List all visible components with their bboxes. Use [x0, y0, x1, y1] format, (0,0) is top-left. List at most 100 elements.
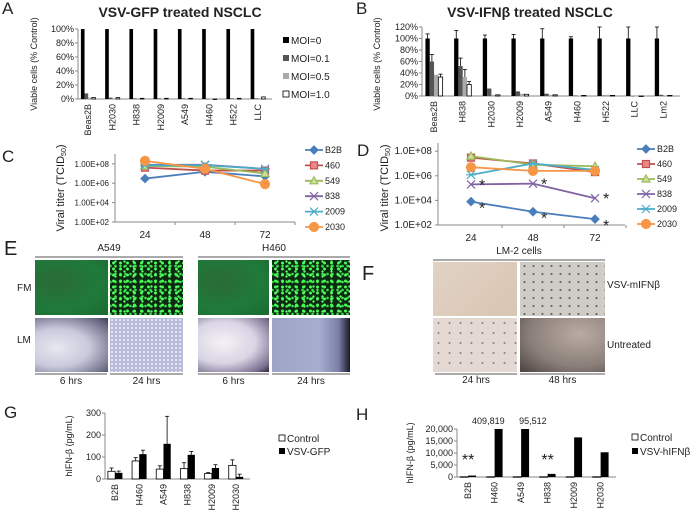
group-label-a549: A549 [97, 243, 121, 254]
y-axis-label-part: 50 [61, 148, 68, 156]
legend-swatch [278, 434, 286, 442]
bar [133, 98, 137, 99]
bar [654, 38, 660, 96]
panel-label-a: A [2, 0, 14, 18]
x-tick-label: 72 [589, 233, 601, 244]
data-point [309, 161, 319, 170]
data-point [641, 189, 651, 199]
bar [521, 429, 530, 477]
legend-swatch [632, 448, 638, 454]
data-point [640, 173, 652, 183]
x-tick-label: H838 [183, 484, 193, 506]
bar [131, 460, 140, 480]
y-tick-label: 100% [51, 24, 74, 34]
significance-mark: * [541, 211, 547, 228]
bar [574, 437, 583, 477]
time-label: 24 hrs [297, 376, 325, 387]
data-point [465, 162, 477, 173]
time-label: 24 hrs [462, 375, 490, 386]
bar [257, 98, 262, 99]
x-tick-label: H2009 [569, 482, 579, 509]
bar [454, 38, 459, 96]
group-divider [35, 256, 183, 258]
micrograph-a549-lm-24h [110, 318, 183, 372]
significance-mark: ** [541, 452, 553, 469]
y-tick-label: 0% [405, 91, 418, 101]
bar [577, 95, 582, 96]
row-label-lm: LM [17, 335, 31, 346]
bar-chart-h: hIFN-β (pg/mL) 0 5,000 10,000 15,000 20,000 B2… [405, 416, 690, 509]
panel-f-title: LM-2 cells [496, 246, 542, 257]
micrograph-lm2-treated-48h [520, 262, 605, 316]
bar [565, 476, 575, 478]
x-tick-label: A549 [158, 484, 168, 505]
bar [235, 476, 244, 479]
series-line [470, 182, 596, 200]
x-tick-label: A549 [516, 482, 526, 503]
y-tick-label: 1.00E+06 [75, 179, 110, 188]
x-tick-label: H838 [458, 101, 468, 123]
x-tick-label: H2030 [486, 101, 496, 128]
series-B2B: * * * [466, 196, 609, 235]
y-tick-label: 40% [56, 66, 74, 76]
bar [425, 38, 430, 96]
x-tick-label: Beas2B [429, 101, 439, 133]
legend-label: MOI=0.1 [291, 54, 330, 65]
y-tick-label: 1.00E+02 [75, 218, 110, 227]
bar [540, 38, 545, 96]
x-tick-label: H2009 [207, 484, 217, 511]
y-tick-label: 0% [61, 94, 74, 104]
x-tick-label: H838 [543, 482, 553, 504]
x-tick-label: H522 [229, 104, 239, 126]
data-point [260, 164, 270, 174]
x-tick-label: Lm2 [658, 101, 668, 119]
bar [230, 98, 234, 99]
bar [80, 29, 85, 99]
y-axis-label-part: 50 [385, 148, 392, 156]
x-tick-label: H460 [134, 484, 144, 506]
bar [667, 95, 673, 97]
y-tick-label: 1.0E+08 [394, 146, 432, 157]
bar [609, 95, 616, 97]
legend-swatch [283, 37, 289, 43]
y-tick-label: 20% [56, 80, 74, 90]
bar [520, 93, 525, 96]
legend-label: 549 [325, 176, 340, 186]
y-tick-label: 0 [96, 474, 101, 484]
series-2030 [465, 162, 601, 177]
y-axis-label: Viable cells (% Control) [29, 17, 39, 110]
data-point [308, 175, 320, 185]
y-tick-label: 20,000 [425, 424, 453, 434]
legend-label: 2009 [657, 204, 677, 214]
y-tick-label: 1.0E+02 [394, 220, 432, 231]
data-point [641, 204, 651, 214]
bar [459, 476, 469, 478]
panel-label-b: B [356, 0, 367, 18]
legend-label: 460 [657, 159, 672, 169]
bar [597, 38, 602, 96]
y-tick-label: 120% [395, 22, 418, 32]
panel-label-g: G [4, 403, 17, 422]
x-tick-label: 72 [259, 230, 271, 241]
data-point [259, 168, 271, 178]
row-label-vsv-mifnb: VSV-mIFNβ [607, 280, 660, 291]
data-point [641, 144, 651, 154]
bar [108, 97, 113, 99]
x-tick-label: H2009 [156, 104, 166, 131]
legend-label: 838 [325, 191, 340, 201]
bar [211, 468, 220, 479]
x-tick-label: A549 [180, 104, 190, 125]
x-tick-label: H2009 [515, 101, 525, 128]
bar [495, 94, 501, 97]
bar [547, 473, 556, 477]
data-point [528, 159, 538, 168]
bar [539, 476, 549, 478]
bar [494, 429, 503, 477]
data-point [466, 179, 476, 189]
bar [139, 97, 145, 100]
bar [160, 98, 165, 100]
time-divider [520, 373, 605, 375]
micrograph-a549-lm-6h [35, 318, 108, 372]
bar [107, 470, 116, 480]
